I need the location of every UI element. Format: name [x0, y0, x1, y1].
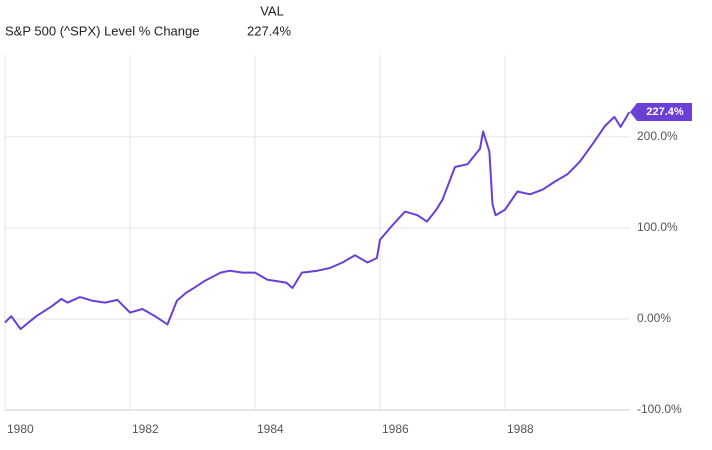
y-tick-label: 200.0% — [637, 129, 678, 143]
y-tick-label: 0.00% — [637, 311, 671, 325]
x-tick-label: 1984 — [257, 422, 284, 436]
x-tick-label: 1982 — [132, 422, 159, 436]
line — [4, 111, 631, 330]
legend-entry: S&P 500 (^SPX) Level % Change — [5, 23, 199, 38]
legend-value: 227.4% — [247, 23, 292, 38]
x-tick-label: 1980 — [7, 422, 34, 436]
y-tick-label: -100.0% — [637, 402, 682, 416]
legend-header: VAL — [260, 3, 284, 18]
x-tick-label: 1986 — [382, 422, 409, 436]
last-value-label: 227.4% — [646, 106, 684, 118]
x-tick-label: 1988 — [507, 422, 534, 436]
last-value-tag — [630, 102, 692, 121]
y-tick-label: 100.0% — [637, 220, 678, 234]
